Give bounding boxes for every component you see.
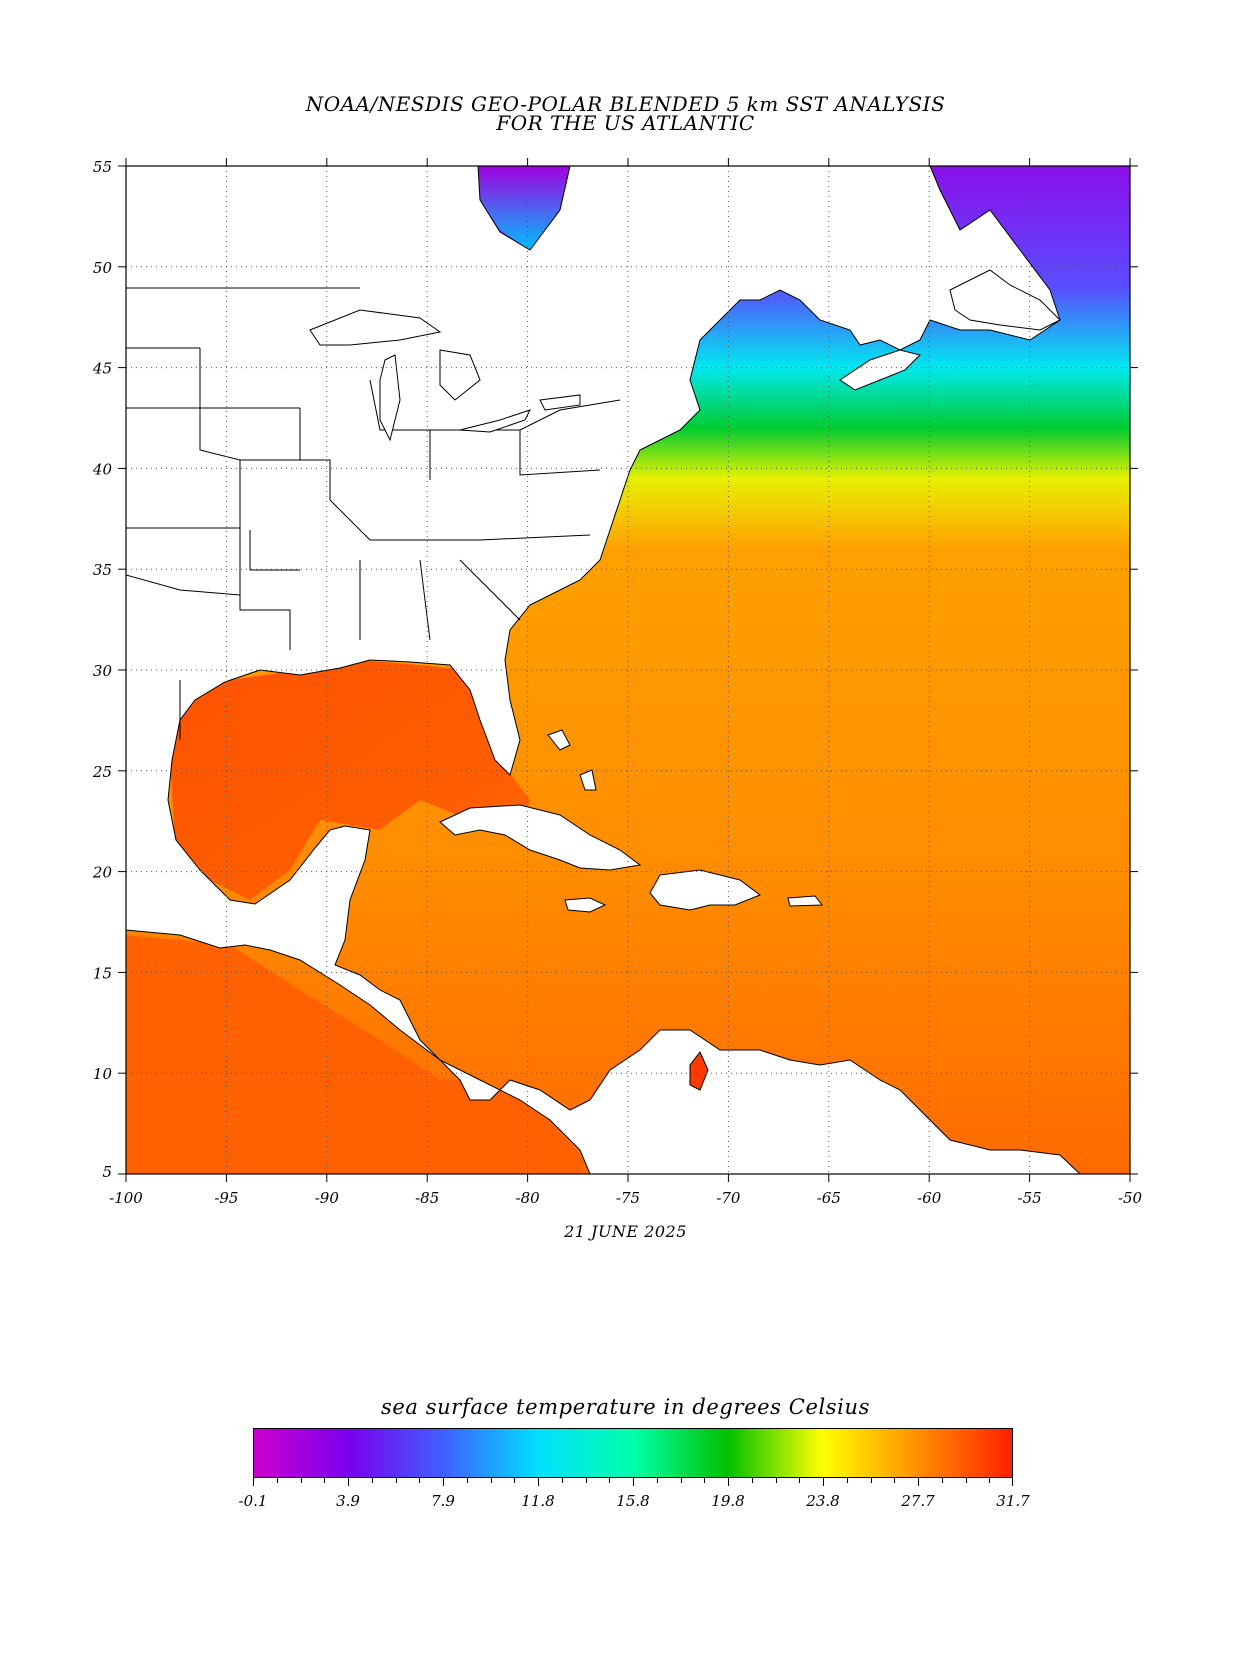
lat-tick-label: 15: [93, 964, 112, 982]
eastern-pacific: [126, 935, 585, 1174]
colorbar-tick: [799, 1478, 801, 1483]
bahamas-land: [579, 769, 597, 791]
colorbar-tick: [633, 1478, 634, 1486]
colorbar-label: 27.7: [901, 1492, 935, 1510]
colorbar-tick: [395, 1478, 397, 1483]
map-subtitle: FOR THE US ATLANTIC: [496, 111, 755, 135]
colorbar-tick: [348, 1478, 349, 1486]
lon-tick-label: -70: [716, 1189, 741, 1207]
axis-ticks: [118, 158, 1138, 1182]
colorbar-tick: [1012, 1478, 1013, 1486]
lake-huron: [439, 349, 481, 401]
colorbar-tick: [419, 1478, 421, 1483]
lon-tick-label: -95: [214, 1189, 238, 1207]
hispaniola-land: [649, 869, 762, 911]
colorbar-tick: [775, 1478, 777, 1483]
lon-tick-label: -75: [616, 1189, 640, 1207]
lon-tick-label: -50: [1118, 1189, 1143, 1207]
puerto-rico-land: [787, 895, 823, 907]
lat-tick-label: 25: [92, 763, 112, 781]
lat-axis-labels: 55 50 45 40 35 30 25 20 15 10 5: [92, 158, 113, 1181]
colorbar-tick: [941, 1478, 943, 1483]
lake-maracaibo: [689, 1051, 709, 1091]
grid-lines: [126, 166, 1130, 1174]
lon-tick-label: -55: [1018, 1189, 1042, 1207]
newfoundland-land: [949, 269, 1061, 331]
lake-superior: [309, 309, 442, 346]
colorbar-tick: [561, 1478, 563, 1483]
colorbar-label: -0.1: [238, 1492, 268, 1510]
colorbar-tick: [965, 1478, 967, 1483]
lat-tick-label: 10: [93, 1065, 113, 1083]
lake-michigan: [379, 354, 401, 442]
lon-axis-labels: -100 -95 -90 -85 -80 -75 -70 -65 -60 -55…: [109, 1189, 1142, 1207]
colorbar-tick: [728, 1478, 729, 1486]
bahamas-land: [547, 729, 571, 751]
colorbar-label: 23.8: [806, 1492, 840, 1510]
colorbar-tick: [538, 1478, 539, 1486]
lake-erie: [459, 409, 531, 433]
colorbar-tick: [585, 1478, 587, 1483]
colorbar-label: 31.7: [996, 1492, 1030, 1510]
colorbar-tick: [870, 1478, 872, 1483]
colorbar-label: 3.9: [336, 1492, 360, 1510]
lat-tick-label: 5: [102, 1163, 112, 1181]
colorbar-tick: [371, 1478, 373, 1483]
lat-tick-label: 40: [92, 460, 113, 478]
colorbar: [253, 1428, 1013, 1478]
north-america-land: [125, 165, 1082, 1175]
colorbar-tick: [466, 1478, 468, 1483]
colorbar-label: 15.8: [616, 1492, 650, 1510]
lon-tick-label: -65: [817, 1189, 841, 1207]
land-layer: [125, 165, 1082, 1175]
lat-tick-label: 45: [92, 360, 112, 378]
colorbar-tick: [846, 1478, 848, 1483]
gulf-of-mexico: [170, 660, 530, 900]
colorbar-label: 7.9: [431, 1492, 455, 1510]
lat-tick-label: 50: [93, 259, 113, 277]
colorbar-tick: [253, 1478, 254, 1486]
lon-tick-label: -85: [415, 1189, 439, 1207]
colorbar-tick: [514, 1478, 516, 1483]
lat-tick-label: 35: [93, 561, 112, 579]
colorbar-tick: [300, 1478, 302, 1483]
colorbar-tick: [704, 1478, 706, 1483]
jamaica-land: [564, 897, 607, 913]
colorbar-title: sea surface temperature in degrees Celsi…: [381, 1395, 870, 1419]
lon-tick-label: -90: [315, 1189, 340, 1207]
colorbar-ticks: [253, 1478, 1013, 1488]
colorbar-tick: [490, 1478, 492, 1483]
lat-tick-label: 30: [93, 662, 113, 680]
nova-scotia-land: [839, 349, 921, 391]
colorbar-tick: [823, 1478, 824, 1486]
colorbar-tick: [324, 1478, 326, 1483]
lon-tick-label: -60: [917, 1189, 942, 1207]
lon-tick-label: -100: [109, 1189, 143, 1207]
colorbar-tick: [656, 1478, 658, 1483]
lat-tick-label: 20: [92, 864, 113, 882]
analysis-date: 21 JUNE 2025: [564, 1222, 687, 1241]
colorbar-label: 19.8: [711, 1492, 745, 1510]
colorbar-tick: [894, 1478, 896, 1483]
colorbar-tick: [918, 1478, 919, 1486]
colorbar-tick: [443, 1478, 444, 1486]
colorbar-tick: [276, 1478, 278, 1483]
great-lakes: [309, 309, 581, 442]
colorbar-tick: [609, 1478, 611, 1483]
lake-ontario: [539, 394, 581, 411]
lon-tick-label: -80: [516, 1189, 541, 1207]
lat-tick-label: 55: [93, 158, 112, 176]
cuba-land: [439, 804, 642, 871]
map-title: NOAA/NESDIS GEO-POLAR BLENDED 5 km SST A…: [305, 92, 946, 116]
colorbar-tick: [751, 1478, 753, 1483]
colorbar-tick: [680, 1478, 682, 1483]
colorbar-label: 11.8: [521, 1492, 555, 1510]
colorbar-tick: [989, 1478, 991, 1483]
